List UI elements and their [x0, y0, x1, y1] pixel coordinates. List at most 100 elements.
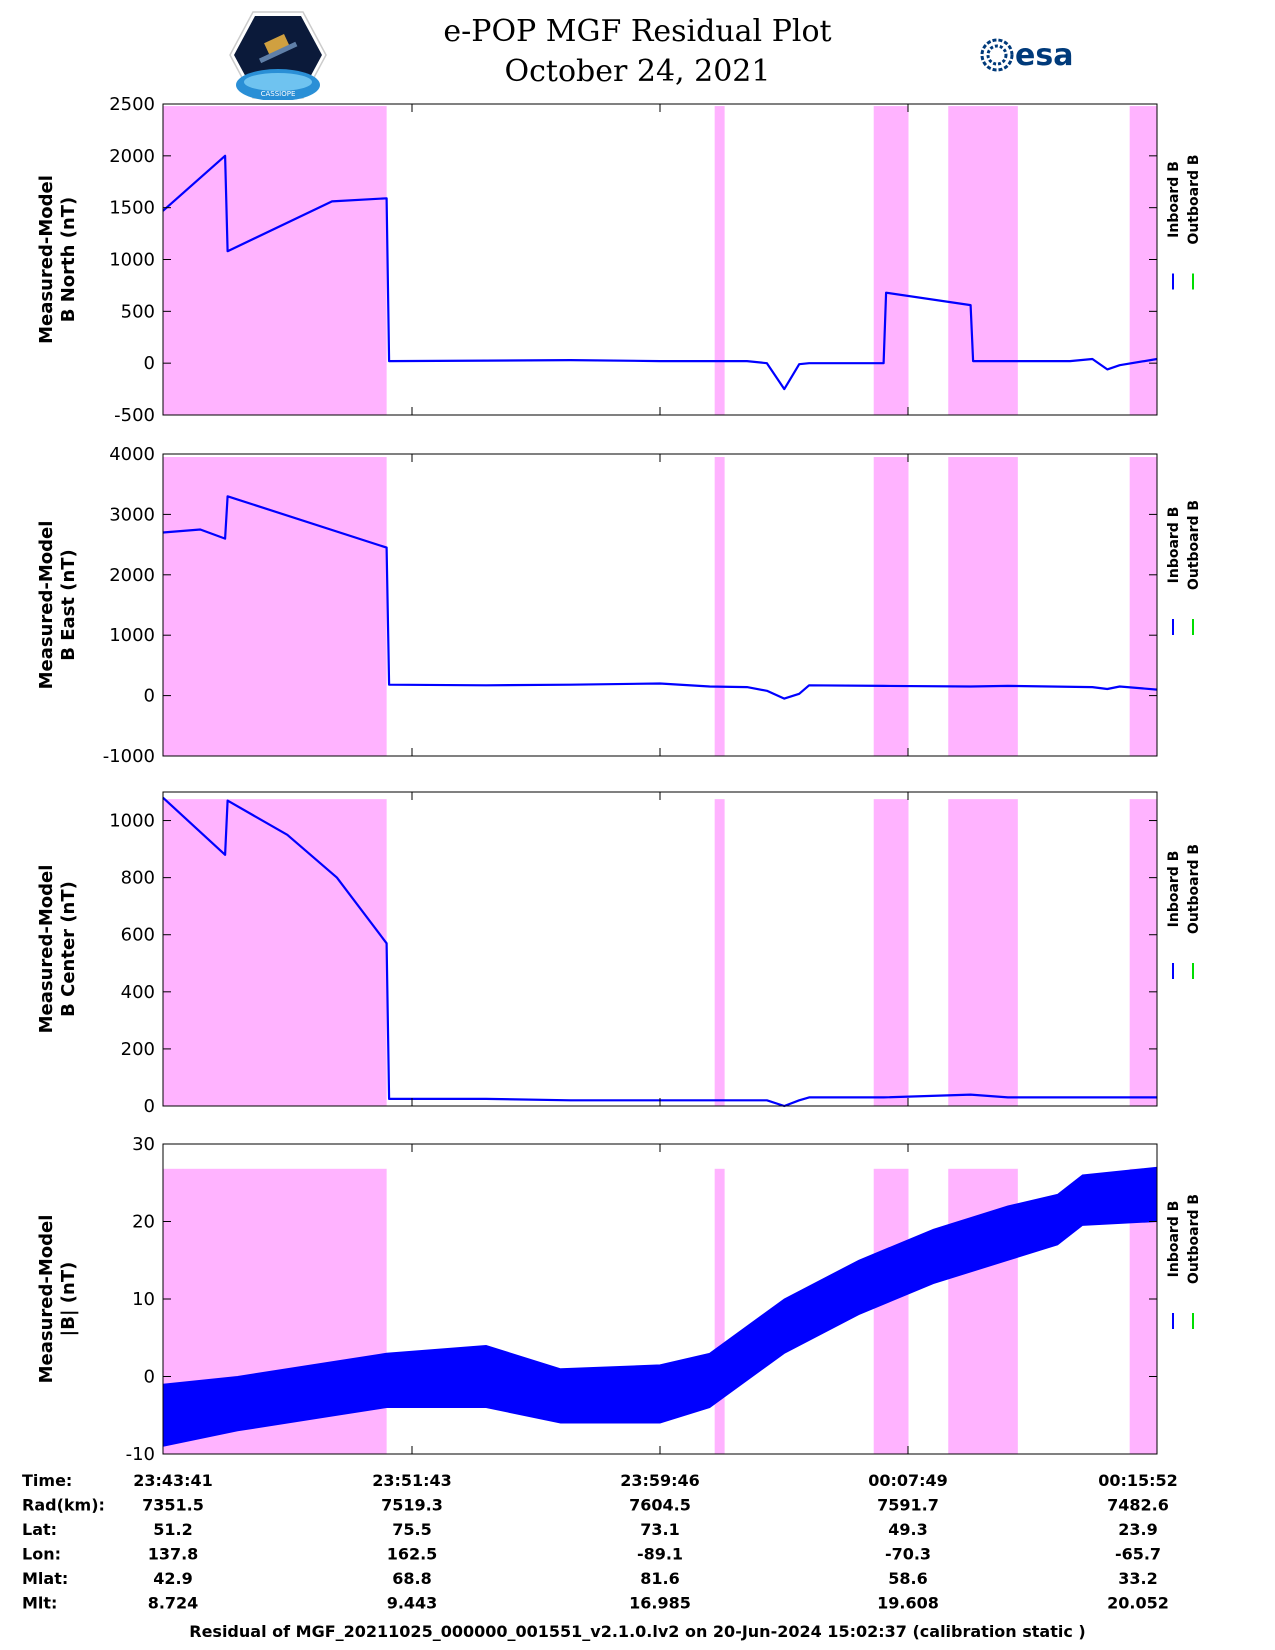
legend-outboard-label: Outboard B — [1186, 844, 1202, 934]
y-tick-label: 30 — [132, 1134, 155, 1155]
chart-title: e-POP MGF Residual Plot — [443, 14, 832, 49]
panel-total: -10 0 10 20 30 Measured-Model|B| (nT) Inboard … — [36, 1134, 1202, 1465]
info-cell: 7519.3 — [381, 1496, 443, 1515]
info-cell: 7351.5 — [142, 1496, 204, 1515]
shaded-interval-3 — [948, 457, 1018, 756]
y-axis-label-line1: Measured-Model — [36, 1215, 57, 1384]
y-tick-label: 800 — [121, 868, 155, 889]
shaded-interval-0 — [163, 106, 387, 415]
info-row-label: Rad(km): — [22, 1496, 105, 1515]
cassiope-logo-panel — [259, 41, 298, 64]
info-row-label: Mlat: — [22, 1569, 68, 1588]
info-cell: 00:15:52 — [1098, 1471, 1178, 1490]
y-tick-label: 1000 — [109, 250, 155, 271]
y-axis-label: Measured-ModelB Center (nT) — [36, 865, 79, 1034]
y-axis-label-line1: Measured-Model — [36, 865, 57, 1034]
info-cell: 68.8 — [392, 1569, 431, 1588]
series-inboard-line — [162, 796, 1157, 1108]
y-tick-label: 1500 — [109, 198, 155, 219]
shaded-interval-2 — [873, 1168, 909, 1454]
legend: Inboard B Outboard B — [1166, 1194, 1202, 1329]
info-cell: 51.2 — [153, 1520, 192, 1539]
y-axis-label: Measured-ModelB North (nT) — [36, 175, 79, 344]
shaded-interval-0 — [163, 457, 387, 756]
y-axis-label-line2: B Center (nT) — [58, 881, 79, 1017]
info-cell: -65.7 — [1115, 1545, 1161, 1564]
y-tick-label: 10 — [132, 1289, 155, 1310]
legend: Inboard B Outboard B — [1166, 154, 1202, 290]
y-tick-label: 0 — [144, 353, 155, 374]
panel-east: -1000 0 1000 2000 3000 4000 Measured-ModelB Ea… — [36, 444, 1202, 767]
shaded-interval-1 — [714, 1168, 725, 1454]
y-tick-label: -10 — [126, 1444, 155, 1465]
info-cell: 7482.6 — [1107, 1496, 1169, 1515]
info-cell: 162.5 — [387, 1545, 438, 1564]
shaded-interval-1 — [714, 106, 725, 415]
legend: Inboard B Outboard B — [1166, 844, 1202, 979]
info-cell: -89.1 — [637, 1545, 683, 1564]
info-cell: 8.724 — [148, 1594, 199, 1613]
y-axis-label: Measured-Model|B| (nT) — [36, 1215, 79, 1384]
info-cell: 49.3 — [888, 1520, 927, 1539]
legend-inboard-label: Inboard B — [1166, 1201, 1182, 1278]
esa-logo-text: esa — [1015, 38, 1073, 73]
cassiope-logo: CASSIOPE — [229, 11, 327, 100]
y-tick-label: 400 — [121, 982, 155, 1003]
y-tick-label: -500 — [114, 405, 155, 426]
info-cell: 19.608 — [877, 1594, 939, 1613]
info-cell: 42.9 — [153, 1569, 192, 1588]
info-row-label: Time: — [22, 1471, 72, 1490]
esa-logo: esa — [980, 38, 1073, 73]
info-cell: 7604.5 — [629, 1496, 691, 1515]
y-tick-label: 600 — [121, 925, 155, 946]
y-tick-label: -1000 — [103, 746, 155, 767]
y-tick-label: 500 — [121, 301, 155, 322]
shaded-interval-2 — [873, 457, 909, 756]
info-cell: 23:43:41 — [133, 1471, 213, 1490]
info-cell: 33.2 — [1118, 1569, 1157, 1588]
info-cell: 81.6 — [640, 1569, 679, 1588]
info-cell: 16.985 — [629, 1594, 691, 1613]
y-tick-label: 2500 — [109, 94, 155, 115]
info-cell: 137.8 — [148, 1545, 199, 1564]
y-tick-label: 2000 — [109, 565, 155, 586]
info-cell: 7591.7 — [877, 1496, 939, 1515]
info-cell: 23.9 — [1118, 1520, 1157, 1539]
y-tick-label: 2000 — [109, 146, 155, 167]
chart-date: October 24, 2021 — [504, 54, 771, 89]
legend-inboard-label: Inboard B — [1166, 507, 1182, 584]
shaded-interval-4 — [1129, 799, 1157, 1106]
info-row-label: Mlt: — [22, 1594, 57, 1613]
y-tick-label: 4000 — [109, 444, 155, 465]
shaded-interval-2 — [873, 106, 909, 415]
y-axis-label-line2: |B| (nT) — [58, 1262, 79, 1337]
cassiope-logo-satellite — [264, 34, 290, 56]
esa-logo-ring-outer — [980, 38, 1014, 72]
esa-logo-ring-inner — [986, 44, 1008, 66]
info-cell: 23:51:43 — [372, 1471, 452, 1490]
series-inboard-line — [162, 495, 1158, 700]
shaded-interval-1 — [714, 799, 725, 1106]
y-tick-label: 0 — [144, 1367, 155, 1388]
info-cell: 75.5 — [392, 1520, 431, 1539]
info-cell: 73.1 — [640, 1520, 679, 1539]
legend-inboard-label: Inboard B — [1166, 161, 1182, 238]
y-axis-label-line1: Measured-Model — [36, 175, 57, 344]
shaded-interval-4 — [1129, 106, 1157, 415]
y-axis-label-line2: B East (nT) — [58, 549, 79, 661]
y-axis-label-line1: Measured-Model — [36, 521, 57, 690]
shaded-interval-2 — [873, 799, 909, 1106]
y-tick-label: 0 — [144, 686, 155, 707]
legend-outboard-label: Outboard B — [1186, 154, 1202, 244]
shaded-interval-3 — [948, 799, 1018, 1106]
orbit-info-table: Time: 23:43:41 23:51:43 23:59:46 00:07:49 00:… — [22, 1471, 1178, 1613]
legend: Inboard B Outboard B — [1166, 500, 1202, 635]
footer-caption: Residual of MGF_20211025_000000_001551_v… — [189, 1622, 1086, 1641]
y-tick-label: 20 — [132, 1212, 155, 1233]
y-tick-label: 3000 — [109, 504, 155, 525]
shaded-interval-1 — [714, 457, 725, 756]
panel-north: -500 0 500 1000 1500 2000 2500 Measured-ModelB … — [36, 94, 1202, 426]
info-row-label: Lat: — [22, 1520, 57, 1539]
info-cell: 9.443 — [387, 1594, 438, 1613]
